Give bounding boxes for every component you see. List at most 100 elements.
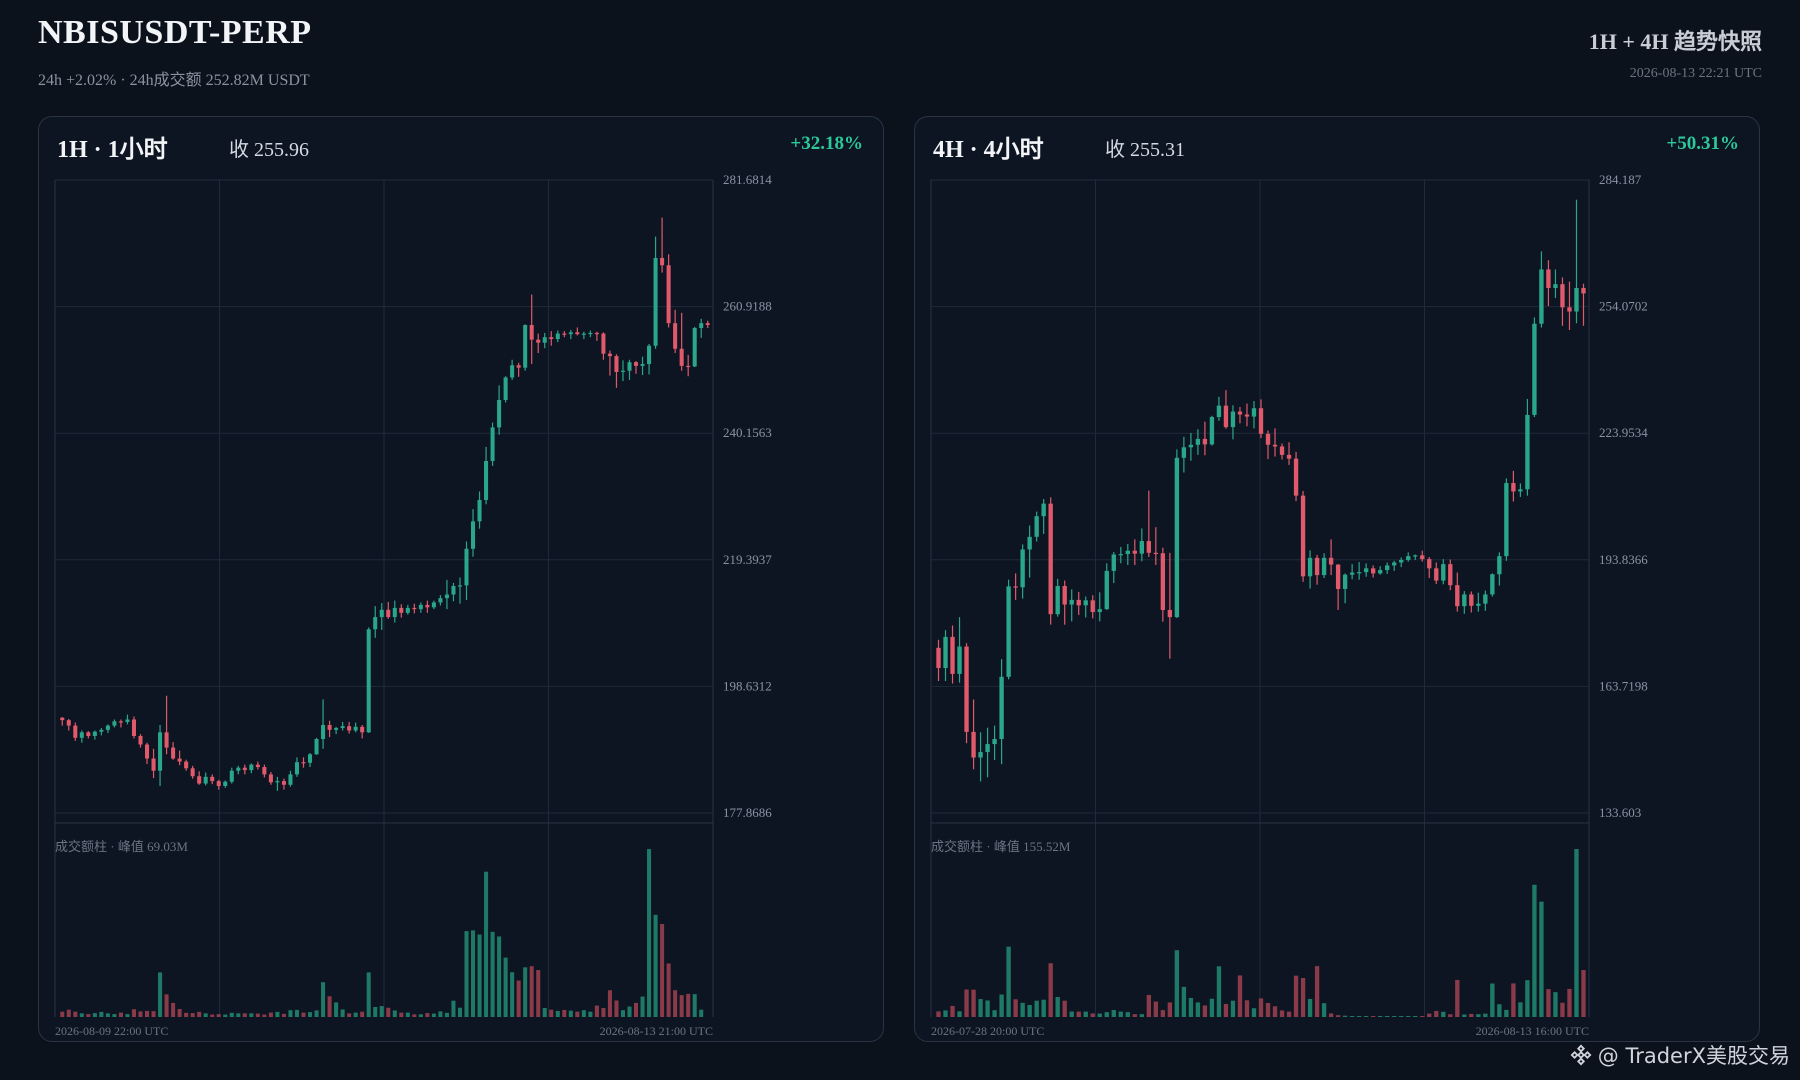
close-price: 收 255.96 [229,139,309,161]
volume-bar [105,1013,110,1017]
volume-bar [1104,1012,1109,1017]
candle-body [1202,438,1208,445]
volume-bar [1230,1000,1236,1017]
candle-body [131,719,137,736]
candle-body [86,732,91,736]
candle-body [347,726,352,731]
candle-body [1048,503,1053,615]
volume-bar [1363,1016,1369,1017]
volume-bar [1020,1002,1025,1017]
volume-bar [1034,1000,1039,1017]
volume-bar [151,1011,156,1017]
candle-body [594,332,599,335]
candle-body [699,323,704,329]
candle-body [1370,568,1376,574]
candle-body [1574,287,1579,312]
volume-bar [679,995,684,1017]
volume-bar [503,957,508,1017]
volume-bar [1041,999,1046,1017]
volume-bar [229,1012,234,1017]
volume-bar [275,1011,280,1017]
candle-body [210,776,215,782]
candle-body [653,257,658,346]
volume-bar [1160,1010,1166,1017]
candle-body [66,720,71,726]
volume-bar [379,1006,384,1017]
y-tick-label: 284.187 [1599,172,1642,187]
candle-body [301,762,306,764]
volume-bar [614,1000,619,1017]
candle-body [177,758,182,762]
candle-body [985,744,990,753]
x-start-label: 2026-07-28 20:00 UTC [931,1024,1044,1038]
candle-body [1209,417,1215,445]
x-end-label: 2026-08-13 21:00 UTC [600,1024,713,1038]
volume-bar [353,1012,358,1017]
candle-body [457,585,463,587]
candle-body [1567,307,1572,312]
volume-bar [366,972,371,1017]
candle-body [568,332,573,335]
candle-body [1335,564,1341,589]
candle-body [1153,552,1159,555]
volume-bar [660,924,665,1017]
candle-body [516,365,521,368]
panel-label: 1H · 1小时 [57,137,168,163]
y-tick-label: 193.8366 [1599,552,1648,567]
volume-bar [301,1012,306,1017]
volume-bar [673,990,678,1017]
volume-bar [640,996,645,1017]
candle-body [549,337,554,340]
candle-body [203,776,208,784]
volume-bar [588,1011,593,1017]
chart-4h[interactable]: 284.187 254.0702 223.9534 193.8366 163.7198 1… [915,117,1761,1043]
candle-body [386,609,391,618]
candle-body [262,767,267,775]
candle-body [1328,557,1334,565]
volume-bar [1539,901,1544,1017]
candle-body [164,732,169,748]
candle-body [1013,586,1018,588]
candle-body [1427,559,1432,569]
volume-bar [1511,983,1516,1017]
candle-body [660,257,665,266]
volume-bar [1090,1013,1095,1017]
volume-bar [340,1009,345,1017]
volume-bar [1399,1016,1404,1017]
volume-bar [438,1011,443,1017]
candle-body [275,781,280,783]
candle-body [197,776,202,784]
volume-bar [1441,1011,1446,1017]
volume-bar [1069,1011,1074,1017]
volume-bar [627,1006,632,1017]
candle-body [1251,408,1257,417]
candle-body [536,339,541,343]
volume-bar [66,1009,71,1017]
volume-bar [190,1013,195,1017]
volume-bar [86,1014,91,1017]
volume-bar [1076,1011,1081,1017]
volume-bar [418,1014,423,1017]
volume-bar [943,1010,948,1017]
candle-body [438,598,443,603]
y-tick-label: 240.1563 [723,425,772,440]
candle-body [529,325,534,340]
chart-1h[interactable]: 281.6814 260.9188 240.1563 219.3937 198.6312… [39,117,885,1043]
page-title: NBISUSDT-PERP [38,14,312,51]
candle-body [692,328,697,367]
candle-body [575,332,580,335]
volume-bar [536,970,541,1017]
volume-bar [1335,1015,1341,1017]
y-tick-label: 254.0702 [1599,299,1648,314]
volume-bar [60,1011,65,1017]
y-tick-label: 281.6814 [723,172,772,187]
volume-bar [1265,1002,1271,1017]
candle-body [971,731,976,758]
candle-body [1272,444,1278,447]
candle-body [144,744,150,759]
candle-body [151,758,156,771]
volume-label: 成交额柱 · 峰值 69.03M [55,839,188,854]
candle-body [1342,574,1348,589]
volume-bar [1420,1016,1425,1017]
candle-body [1490,574,1495,595]
